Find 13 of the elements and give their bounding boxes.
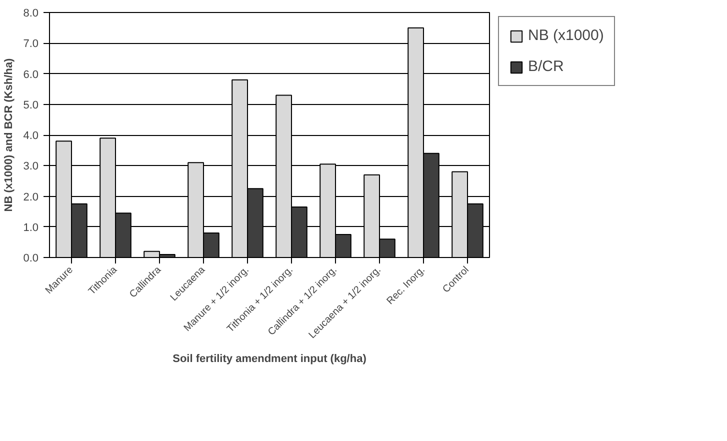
y-tick-label: 2.0 [23,191,39,204]
legend-label: NB (x1000) [528,27,604,44]
y-tick-label: 4.0 [23,130,39,142]
y-tick-label: 8.0 [23,8,39,20]
y-tick-label: 6.0 [23,68,39,81]
y-tick-label: 1.0 [23,222,39,234]
x-axis-title: Soil fertility amendment input (kg/ha) [172,352,367,365]
y-tick-label: 7.0 [23,38,39,50]
y-tick-label: 0.0 [23,252,39,264]
y-tick-label: 5.0 [23,99,39,112]
y-axis-title: NB (x1000) and BCR (Ksh/ha) [3,58,16,212]
y-tick-label: 3.0 [23,160,39,173]
legend-label: B/CR [528,58,564,75]
